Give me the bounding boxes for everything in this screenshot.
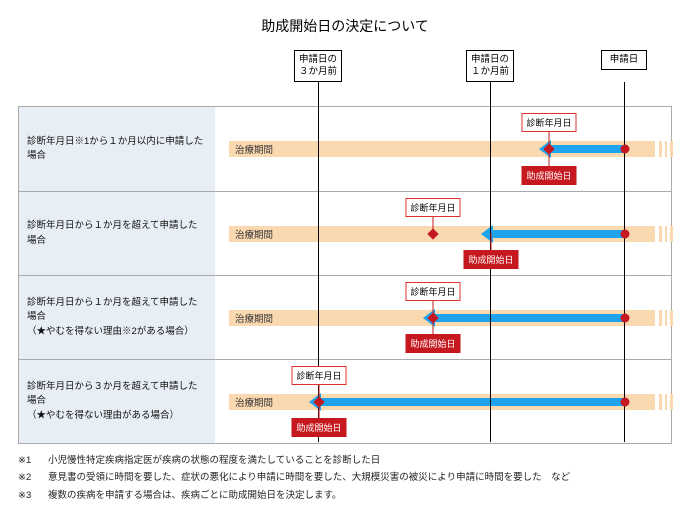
row-label: 診断年月日から１か月を超えて申請した場合 — [19, 192, 215, 275]
callout-line — [319, 382, 320, 402]
application-date-dot — [621, 145, 630, 154]
chart-stage: 申請日の ３か月前 申請日の １か月前 申請日 診断年月日※1から１か月以内に申請し… — [18, 50, 672, 444]
diagnosis-callout: 診断年月日 — [521, 113, 576, 132]
timeline-marker-box: 申請日の ３か月前 — [294, 50, 342, 82]
timeline-header: 申請日の ３か月前 申請日の １か月前 申請日 — [18, 50, 672, 106]
chart-rows: 診断年月日※1から１か月以内に申請した場合治療期間診断年月日助成開始日診断年月日… — [18, 106, 672, 444]
start-date-callout: 助成開始日 — [521, 166, 576, 185]
application-date-dot — [621, 229, 630, 238]
footnote: ※3複数の疾病を申請する場合は、疾病ごとに助成開始日を決定します。 — [18, 489, 672, 503]
chart-row: 診断年月日から１か月を超えて申請した場合治療期間診断年月日助成開始日 — [19, 191, 671, 275]
chart-row: 診断年月日から１か月を超えて申請した場合 （★やむを得ない理由※2がある場合）治… — [19, 275, 671, 359]
chart-row: 診断年月日から３か月を超えて申請した場合 （★やむを得ない理由がある場合）治療期… — [19, 359, 671, 443]
row-label: 診断年月日から３か月を超えて申請した場合 （★やむを得ない理由がある場合） — [19, 360, 215, 443]
row-chart — [215, 360, 671, 443]
footnotes: ※1小児慢性特定疾病指定医が疾病の状態の程度を満たしていることを診断した日 ※2意… — [18, 454, 672, 503]
start-date-callout: 助成開始日 — [405, 334, 460, 353]
chart-row: 診断年月日※1から１か月以内に申請した場合治療期間診断年月日助成開始日 — [19, 107, 671, 191]
footnote: ※2意見書の受領に時間を要した、症状の悪化により申請に時間を要した、大規模災害の… — [18, 471, 672, 485]
row-label: 診断年月日※1から１か月以内に申請した場合 — [19, 107, 215, 191]
timeline-marker-box: 申請日 — [601, 50, 647, 70]
start-date-callout: 助成開始日 — [291, 418, 346, 437]
application-date-dot — [621, 313, 630, 322]
callout-line — [433, 298, 434, 318]
page-title: 助成開始日の決定について — [18, 16, 672, 36]
timeline-marker-box: 申請日の １か月前 — [466, 50, 514, 82]
page-container: 助成開始日の決定について 申請日の ３か月前 申請日の １か月前 申請日 診断年月日… — [0, 0, 690, 516]
callout-line — [549, 129, 550, 149]
start-date-callout: 助成開始日 — [463, 250, 518, 269]
row-label: 診断年月日から１か月を超えて申請した場合 （★やむを得ない理由※2がある場合） — [19, 276, 215, 359]
row-chart — [215, 107, 671, 191]
application-date-dot — [621, 397, 630, 406]
diagnosis-callout: 診断年月日 — [291, 366, 346, 385]
callout-line — [433, 214, 434, 234]
diagnosis-callout: 診断年月日 — [405, 198, 460, 217]
footnote: ※1小児慢性特定疾病指定医が疾病の状態の程度を満たしていることを診断した日 — [18, 454, 672, 468]
diagnosis-callout: 診断年月日 — [405, 282, 460, 301]
